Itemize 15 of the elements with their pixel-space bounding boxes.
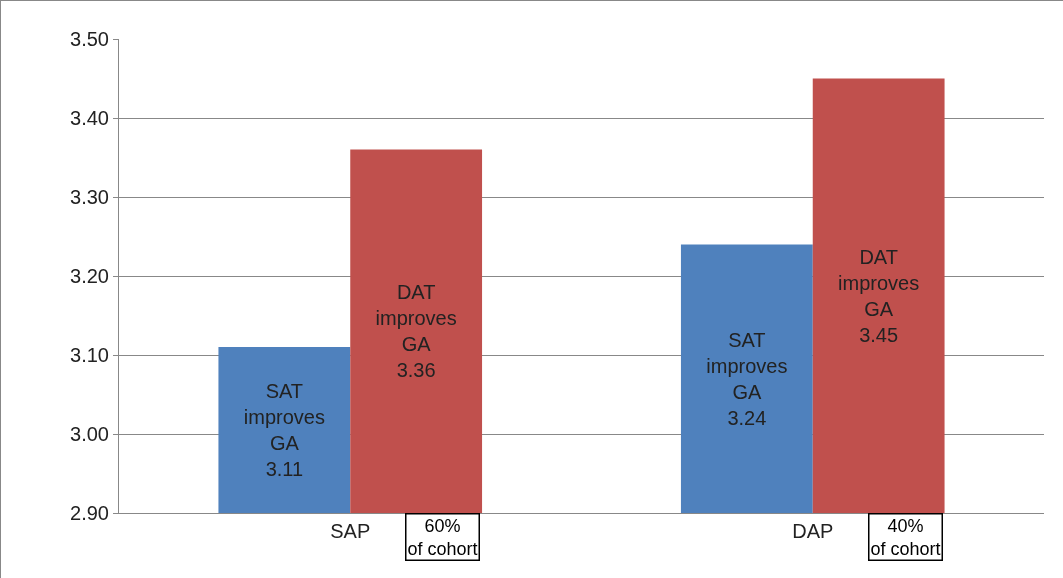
y-tick-label: 3.50 bbox=[70, 28, 109, 50]
y-tick-label: 3.40 bbox=[70, 107, 109, 129]
x-tick-label: DAP bbox=[792, 520, 834, 542]
y-tick-label: 3.20 bbox=[70, 265, 109, 287]
text: 40% of cohort bbox=[870, 515, 941, 559]
y-tick-label: 3.30 bbox=[70, 186, 109, 208]
y-tick-label: 3.00 bbox=[70, 423, 109, 445]
y-tick-label: 2.90 bbox=[70, 502, 109, 524]
data-label: SAT improves GA 3.24 bbox=[706, 328, 788, 429]
data-label: DAT improves GA 3.36 bbox=[375, 281, 457, 382]
y-tick-label: 3.10 bbox=[70, 344, 109, 366]
x-tick-label: SAP bbox=[330, 520, 371, 542]
data-label: SAT improves GA 3.11 bbox=[243, 380, 325, 481]
data-label: DAT improves GA 3.45 bbox=[838, 245, 920, 346]
text: 60% of cohort bbox=[407, 515, 478, 559]
